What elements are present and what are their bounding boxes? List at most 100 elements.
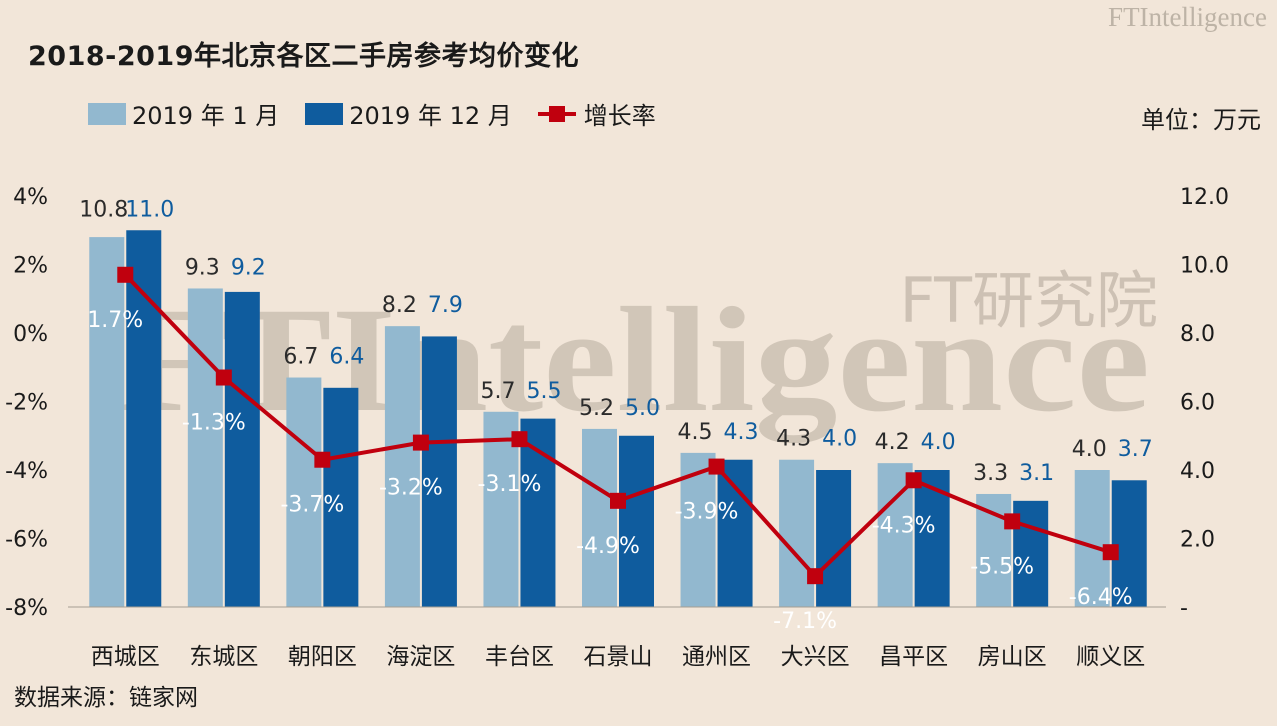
- growth-label: -1.3%: [182, 411, 246, 436]
- bar-dec: [816, 470, 852, 607]
- x-tick-label: 朝阳区: [288, 644, 357, 670]
- data-label-dec: 5.5: [526, 379, 561, 404]
- legend-item-jan: 2019 年 1 月: [88, 96, 279, 131]
- growth-marker: [117, 266, 134, 283]
- legend-swatch-growth: [537, 103, 576, 125]
- legend-swatch-dec: [305, 102, 344, 125]
- x-tick-label: 海淀区: [386, 644, 455, 670]
- left-tick-label: 4%: [13, 185, 48, 210]
- bar-dec: [224, 291, 260, 607]
- data-label-jan: 5.2: [579, 396, 614, 421]
- data-label-jan: 4.0: [1072, 437, 1107, 462]
- right-tick-label: 10.0: [1180, 254, 1229, 279]
- bar-jan: [779, 459, 815, 607]
- data-label-dec: 4.3: [724, 420, 759, 445]
- left-tick-label: -8%: [5, 596, 48, 621]
- growth-marker: [412, 434, 429, 451]
- growth-label: -3.9%: [675, 500, 739, 525]
- bar-dec: [717, 459, 753, 607]
- bar-jan: [582, 428, 617, 607]
- legend-swatch-jan: [88, 102, 126, 125]
- right-tick-label: 12.0: [1180, 185, 1229, 210]
- data-label-jan: 4.2: [875, 430, 910, 455]
- bar-jan: [89, 237, 125, 607]
- bar-dec: [126, 230, 162, 607]
- unit-label: 单位：万元: [1141, 106, 1261, 134]
- bar-jan: [384, 326, 420, 607]
- axes-group: 西城区 东城区 朝阳区 海淀区 丰台区 石景山 通州区 大兴区 昌平区 房山区 顺义区 4% 2% 0% -…: [5, 185, 1229, 670]
- growth-marker: [215, 369, 232, 386]
- data-labels-group: 10.811.0 9.3 9.2 6.7 6.4 8.2 7.9 5.7 5.5 5.2 5.0 4.…: [79, 197, 1152, 634]
- bar-dec: [619, 435, 654, 607]
- x-tick-label: 丰台区: [485, 644, 554, 670]
- growth-label: -3.7%: [280, 493, 344, 518]
- x-tick-label: 西城区: [91, 644, 160, 670]
- x-tick-label: 东城区: [189, 644, 258, 670]
- right-tick-label: 6.0: [1180, 391, 1215, 416]
- left-tick-label: -6%: [5, 528, 48, 553]
- x-tick-label: 石景山: [584, 644, 653, 670]
- data-label-dec: 6.4: [329, 345, 364, 370]
- chart-legend: 2019 年 1 月 2019 年 12 月 增长率: [88, 96, 682, 131]
- growth-label: -7.1%: [773, 609, 837, 634]
- data-label-jan: 10.8: [79, 197, 128, 222]
- growth-label: -4.9%: [576, 534, 640, 559]
- right-tick-label: 2.0: [1180, 528, 1215, 553]
- growth-line-group: [117, 266, 1119, 585]
- data-label-jan: 6.7: [283, 345, 318, 370]
- bar-jan: [187, 288, 223, 607]
- x-tick-label: 昌平区: [879, 644, 948, 670]
- growth-label: 1.7%: [87, 308, 143, 333]
- left-tick-label: 0%: [13, 322, 48, 347]
- data-label-jan: 4.3: [776, 427, 811, 452]
- growth-label: -3.2%: [379, 476, 443, 501]
- right-tick-label: 4.0: [1180, 459, 1215, 484]
- data-label-dec: 3.1: [1019, 461, 1054, 486]
- growth-label: -5.5%: [970, 554, 1034, 579]
- data-label-jan: 3.3: [973, 461, 1008, 486]
- legend-label-growth: 增长率: [583, 102, 656, 130]
- x-tick-label: 房山区: [978, 644, 1047, 670]
- bar-jan: [1074, 470, 1110, 607]
- legend-item-growth: 增长率: [537, 96, 656, 131]
- legend-label-jan: 2019 年 1 月: [132, 102, 280, 130]
- data-label-jan: 9.3: [185, 255, 220, 280]
- left-tick-label: 2%: [13, 254, 48, 279]
- growth-label: -3.1%: [478, 472, 542, 497]
- data-label-jan: 4.5: [678, 420, 713, 445]
- data-label-dec: 4.0: [921, 430, 956, 455]
- bar-jan: [976, 493, 1012, 607]
- bar-dec: [421, 336, 457, 607]
- growth-marker: [610, 492, 626, 509]
- left-tick-label: -4%: [5, 459, 48, 484]
- data-label-dec: 7.9: [428, 293, 463, 318]
- left-tick-label: -2%: [5, 391, 48, 416]
- x-tick-label: 通州区: [682, 644, 751, 670]
- watermark-subtext: FT研究院: [900, 264, 1158, 337]
- growth-marker: [1004, 513, 1021, 530]
- data-label-dec: 11.0: [125, 197, 174, 222]
- growth-marker: [905, 472, 922, 489]
- chart-title: 2018-2019年北京各区二手房参考均价变化: [28, 41, 579, 72]
- source-note: 数据来源：链家网: [14, 685, 198, 711]
- growth-marker: [1102, 544, 1119, 561]
- growth-marker: [807, 568, 824, 585]
- growth-label: -4.3%: [872, 513, 936, 538]
- data-label-jan: 5.7: [480, 379, 515, 404]
- bar-dec: [914, 470, 950, 607]
- legend-item-dec: 2019 年 12 月: [305, 96, 512, 131]
- growth-label: -6.4%: [1069, 585, 1133, 610]
- bar-jan: [286, 377, 322, 607]
- data-label-dec: 4.0: [822, 427, 857, 452]
- data-label-dec: 9.2: [231, 255, 266, 280]
- x-tick-label: 大兴区: [781, 644, 850, 670]
- data-label-dec: 3.7: [1118, 437, 1153, 462]
- data-label-dec: 5.0: [625, 396, 660, 421]
- right-tick-label: 8.0: [1180, 322, 1215, 347]
- data-label-jan: 8.2: [382, 293, 417, 318]
- growth-marker: [314, 451, 331, 468]
- x-tick-label: 顺义区: [1076, 644, 1145, 670]
- bar-dec: [323, 387, 359, 607]
- growth-marker: [708, 458, 725, 475]
